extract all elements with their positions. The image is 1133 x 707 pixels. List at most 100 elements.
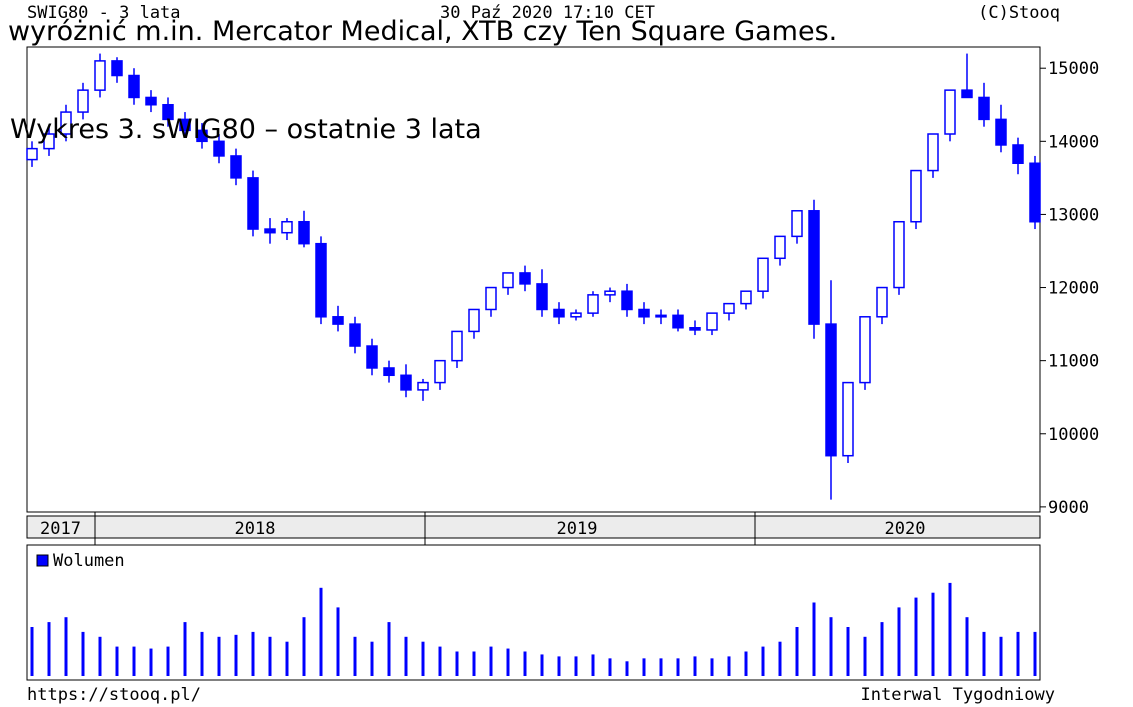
volume-bar	[149, 648, 153, 676]
candle-body	[94, 60, 106, 91]
volume-bar	[115, 646, 119, 676]
candle-body	[349, 323, 361, 347]
volume-bar	[251, 631, 255, 676]
candle-body	[774, 235, 786, 260]
volume-bar	[30, 627, 34, 676]
candle-body	[315, 242, 327, 318]
candle-body	[1029, 162, 1041, 223]
candle-body	[961, 89, 973, 99]
candle-body	[247, 177, 259, 230]
candle-body	[927, 133, 939, 172]
candle-body	[995, 118, 1007, 146]
candle-body	[689, 327, 701, 331]
volume-bar	[931, 592, 935, 676]
volume-bar	[285, 641, 289, 676]
candle-body	[366, 345, 378, 369]
y-tick-label: 12000	[1048, 279, 1099, 299]
candle-body	[196, 129, 208, 143]
overlay-text: Wykres 3. sWIG80 – ostatnie 3 lata	[10, 114, 482, 145]
volume-bar	[47, 622, 51, 676]
candle-body	[383, 367, 395, 377]
volume-bar	[540, 654, 544, 676]
volume-bar	[438, 646, 442, 676]
volume-bar	[472, 651, 476, 676]
candle-body	[723, 302, 735, 314]
volume-bar	[336, 607, 340, 676]
volume-bar	[217, 636, 221, 676]
candle-body	[910, 169, 922, 223]
volume-bar	[948, 582, 952, 676]
volume-bar	[268, 636, 272, 676]
candle-body	[587, 294, 599, 314]
volume-bar	[625, 661, 629, 676]
volume-bar	[863, 636, 867, 676]
volume-bar	[387, 622, 391, 676]
volume-bar	[200, 631, 204, 676]
volume-bar	[608, 658, 612, 676]
time-band	[26, 515, 1041, 539]
volume-bar	[421, 641, 425, 676]
candle-body	[332, 316, 344, 325]
volume-bar	[64, 617, 68, 676]
volume-bar	[761, 646, 765, 676]
volume-bar	[642, 658, 646, 676]
header-right: (C)Stooq	[978, 3, 1060, 23]
y-tick-label: 13000	[1048, 205, 1099, 225]
candle-body	[468, 308, 480, 333]
volume-bar	[659, 658, 663, 676]
volume-bar	[846, 627, 850, 676]
volume-bar	[455, 651, 459, 676]
volume-bar	[829, 617, 833, 676]
candle-body	[638, 308, 650, 318]
overlay-text: wyróżnić m.in. Mercator Medical, XTB czy…	[8, 16, 837, 47]
candle-body	[876, 286, 888, 318]
candle-body	[230, 155, 242, 179]
year-label: 2019	[557, 519, 598, 539]
volume-bar	[710, 658, 714, 676]
candle-body	[893, 220, 905, 289]
y-tick-label: 14000	[1048, 132, 1099, 152]
volume-bar	[319, 587, 323, 676]
volume-bar	[982, 631, 986, 676]
volume-bar	[183, 622, 187, 676]
volume-bar	[489, 646, 493, 676]
volume-bar	[166, 646, 170, 676]
candle-body	[672, 314, 684, 329]
candle-body	[757, 257, 769, 292]
y-tick-label: 9000	[1048, 498, 1089, 518]
candle-body	[570, 312, 582, 318]
candle-body	[281, 220, 293, 234]
candle-body	[553, 308, 565, 318]
volume-bar	[523, 651, 527, 676]
candle-body	[944, 89, 956, 135]
candle-body	[77, 89, 89, 113]
y-tick-label: 15000	[1048, 59, 1099, 79]
volume-bar	[591, 654, 595, 676]
candle-body	[791, 210, 803, 238]
candle-body	[825, 323, 837, 457]
candle-body	[536, 283, 548, 311]
candle-body	[842, 381, 854, 457]
candle-body	[111, 60, 123, 77]
volume-bar	[370, 641, 374, 676]
candle-body	[1012, 144, 1024, 164]
volume-bar	[98, 636, 102, 676]
volume-bar	[404, 636, 408, 676]
legend-swatch	[36, 554, 49, 567]
volume-bar	[795, 627, 799, 676]
year-label: 2020	[885, 519, 926, 539]
y-tick-label: 10000	[1048, 425, 1099, 445]
candle-body	[808, 210, 820, 325]
candle-body	[26, 147, 38, 161]
candle-body	[519, 272, 531, 285]
volume-bar	[676, 658, 680, 676]
candle-body	[502, 272, 514, 289]
candle-body	[621, 290, 633, 311]
volume-frame	[26, 544, 1041, 681]
legend-label: Wolumen	[53, 551, 125, 571]
candle-body	[485, 286, 497, 311]
volume-bar	[693, 656, 697, 676]
volume-bar	[574, 656, 578, 676]
volume-bar	[234, 634, 238, 676]
